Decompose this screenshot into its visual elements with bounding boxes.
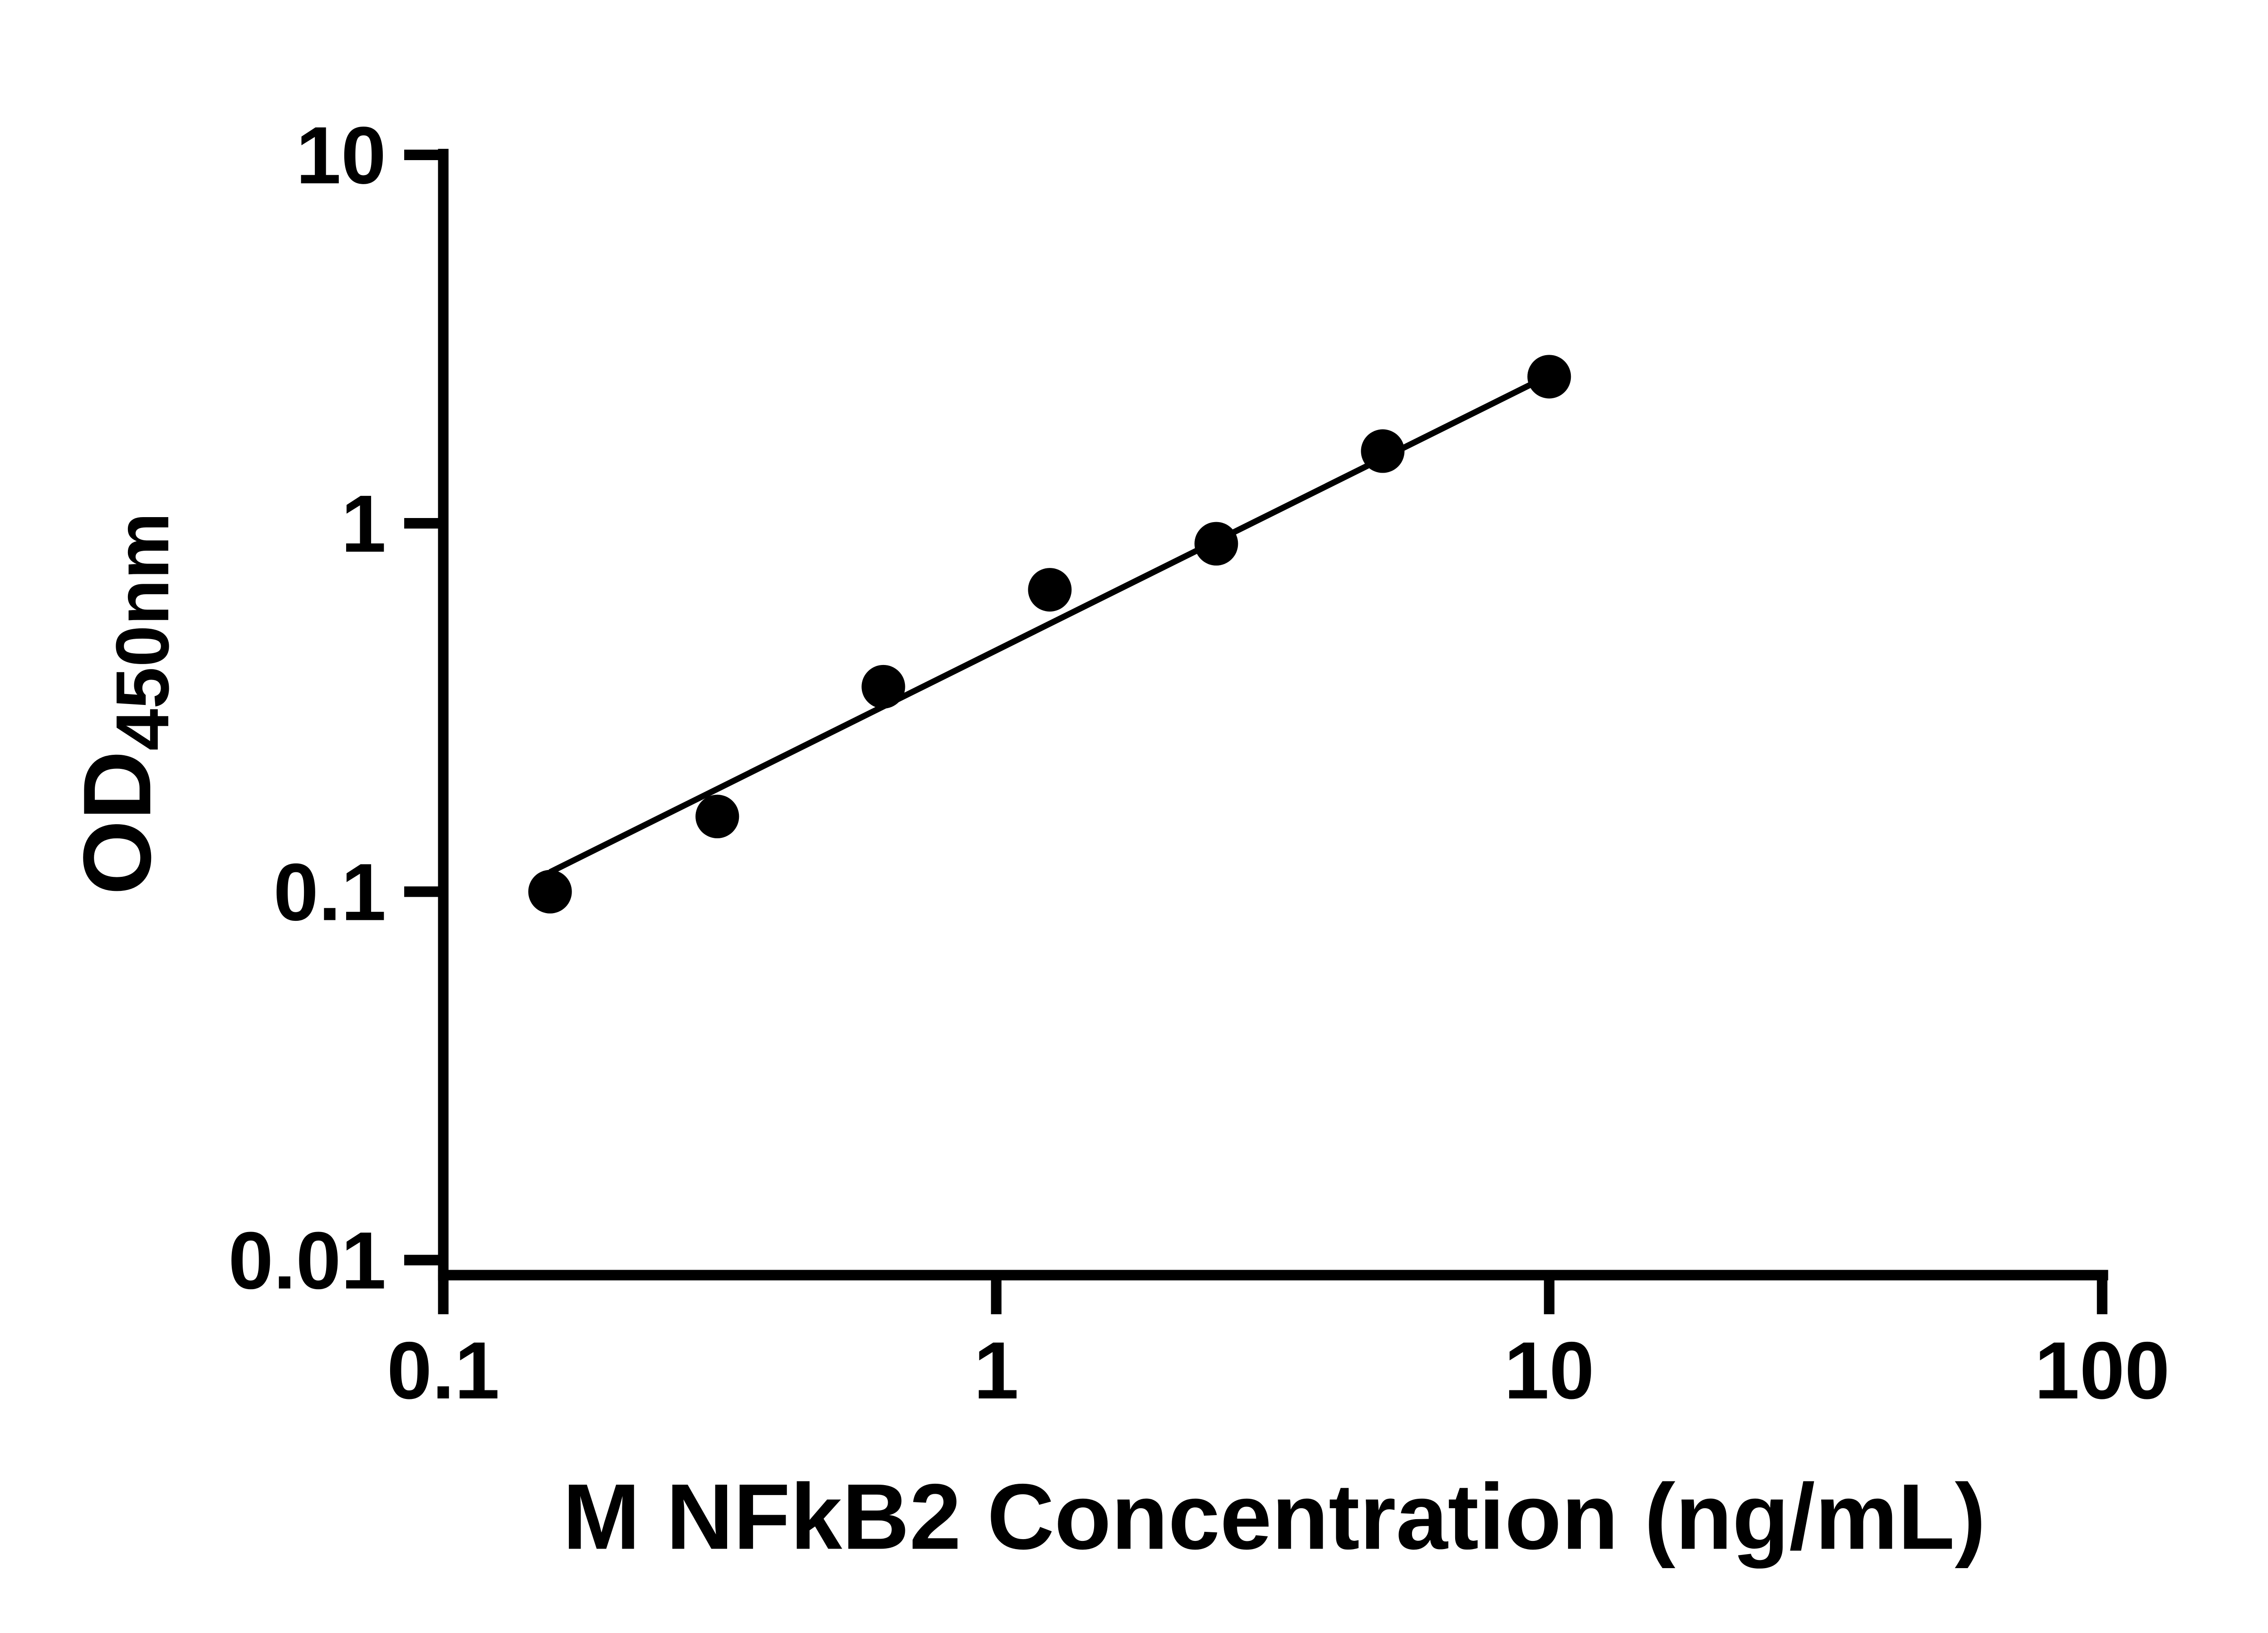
data-point-5 [1361, 429, 1405, 473]
data-point-1 [695, 794, 739, 839]
y-tick-label-10: 10 [296, 110, 386, 200]
data-point-2 [861, 665, 905, 709]
y-tick-label-1: 1 [341, 478, 386, 569]
data-point-0 [528, 870, 572, 914]
x-axis-title: M NFkB2 Concentration (ng/mL) [562, 1464, 1985, 1569]
y-axis-title-sub: 450nm [101, 513, 185, 751]
x-tick-label-0.1: 0.1 [387, 1325, 500, 1416]
y-tick-label-0.01: 0.01 [228, 1215, 386, 1305]
data-point-6 [1527, 355, 1571, 399]
data-point-4 [1194, 522, 1238, 566]
data-point-3 [1028, 568, 1072, 612]
x-tick-label-1: 1 [974, 1325, 1019, 1416]
y-axis-title-main: OD [63, 751, 171, 895]
y-tick-label-0.1: 0.1 [274, 846, 386, 937]
x-tick-label-10: 10 [1504, 1325, 1594, 1416]
y-axis-title: OD450nm [63, 513, 185, 895]
x-tick-label-100: 100 [2034, 1325, 2170, 1416]
